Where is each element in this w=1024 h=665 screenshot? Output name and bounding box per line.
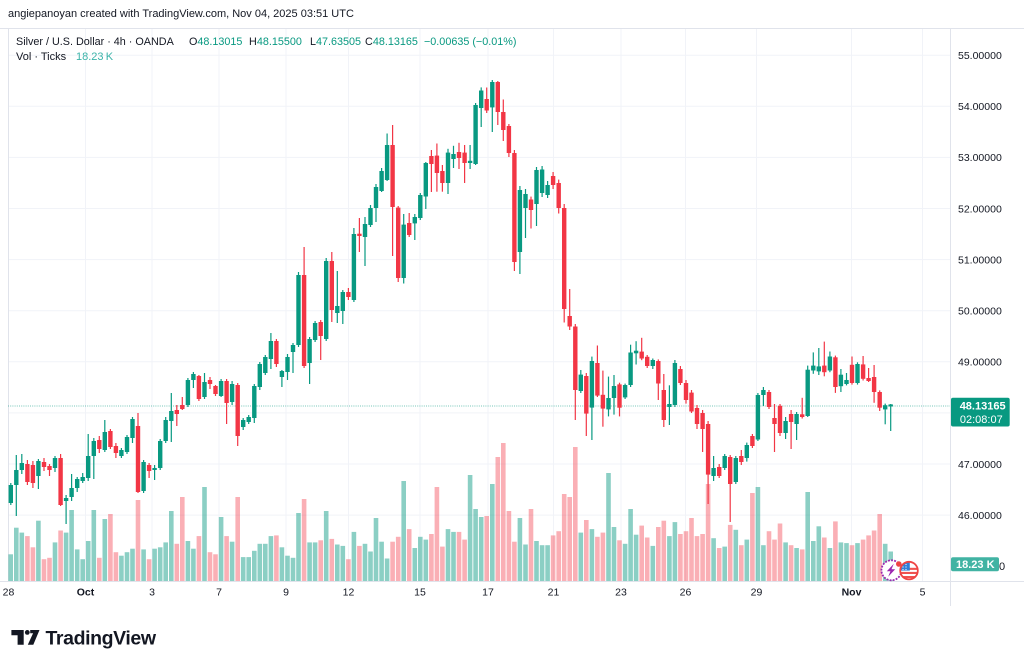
- svg-text:28: 28: [3, 587, 15, 599]
- svg-text:Silver / U.S. Dollar · 4h · OA: Silver / U.S. Dollar · 4h · OANDA: [16, 36, 175, 48]
- svg-text:55.00000: 55.00000: [958, 50, 1002, 62]
- svg-text:9: 9: [283, 587, 289, 599]
- svg-text:0: 0: [999, 561, 1005, 573]
- svg-text:49.00000: 49.00000: [958, 357, 1002, 369]
- svg-text:21: 21: [548, 587, 560, 599]
- svg-text:C48.13165: C48.13165: [365, 36, 418, 48]
- svg-text:Nov: Nov: [842, 587, 862, 599]
- svg-text:18.23 K: 18.23 K: [76, 51, 114, 63]
- svg-text:L47.63505: L47.63505: [310, 36, 361, 48]
- svg-text:angiepanoyan created with Trad: angiepanoyan created with TradingView.co…: [8, 8, 354, 20]
- svg-text:Vol · Ticks: Vol · Ticks: [16, 51, 67, 63]
- svg-text:52.00000: 52.00000: [958, 203, 1002, 215]
- svg-text:O48.13015: O48.13015: [189, 36, 242, 48]
- svg-text:Oct: Oct: [77, 587, 95, 599]
- svg-text:3: 3: [149, 587, 155, 599]
- svg-text:46.00000: 46.00000: [958, 510, 1002, 522]
- svg-text:50.00000: 50.00000: [958, 306, 1002, 318]
- svg-text:−0.00635 (−0.01%): −0.00635 (−0.01%): [424, 36, 516, 48]
- svg-text:12: 12: [343, 587, 355, 599]
- svg-text:47.00000: 47.00000: [958, 459, 1002, 471]
- svg-text:54.00000: 54.00000: [958, 101, 1002, 113]
- svg-text:15: 15: [414, 587, 426, 599]
- svg-text:H48.15500: H48.15500: [249, 36, 302, 48]
- svg-text:17: 17: [482, 587, 494, 599]
- svg-text:7: 7: [216, 587, 222, 599]
- svg-text:23: 23: [615, 587, 627, 599]
- svg-text:53.00000: 53.00000: [958, 152, 1002, 164]
- svg-text:51.00000: 51.00000: [958, 254, 1002, 266]
- svg-text:5: 5: [920, 587, 926, 599]
- svg-text:26: 26: [680, 587, 692, 599]
- svg-text:TradingView: TradingView: [46, 628, 157, 650]
- svg-text:18.23 K: 18.23 K: [956, 559, 995, 571]
- svg-text:48.13165: 48.13165: [960, 401, 1006, 413]
- svg-text:02:08:07: 02:08:07: [960, 414, 1003, 426]
- svg-text:29: 29: [751, 587, 763, 599]
